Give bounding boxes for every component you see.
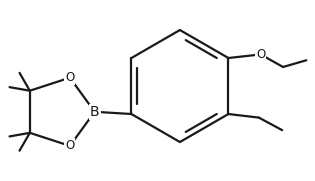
Text: O: O [256, 48, 265, 61]
Text: O: O [65, 71, 75, 84]
Text: B: B [90, 105, 100, 119]
Text: O: O [65, 139, 75, 152]
